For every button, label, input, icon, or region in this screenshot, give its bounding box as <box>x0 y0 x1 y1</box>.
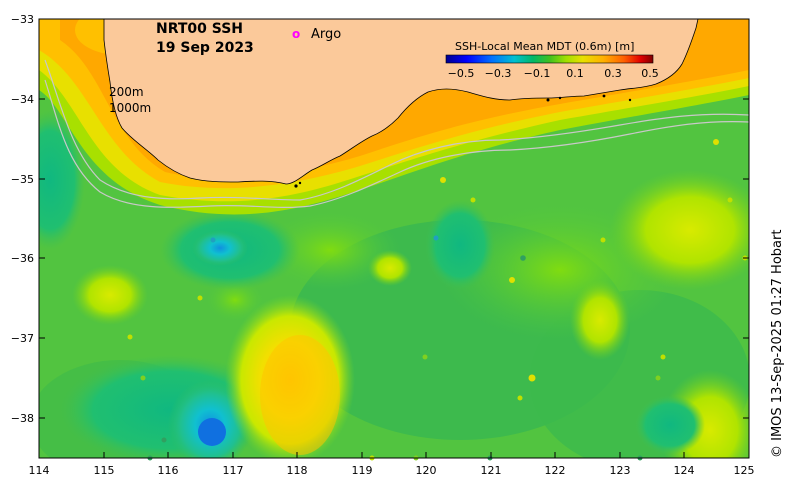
colorbar-tick: 0.3 <box>604 67 622 80</box>
argo-label: Argo <box>311 27 341 42</box>
x-tick-label: 115 <box>94 464 115 477</box>
credit-text: © IMOS 13-Sep-2025 01:27 Hobart <box>770 230 785 458</box>
colorbar-ramp <box>445 54 654 64</box>
colorbar-tick: 0.1 <box>566 67 584 80</box>
y-tick-label: −34 <box>11 93 34 106</box>
y-tick-label: −38 <box>11 412 34 425</box>
x-tick-label: 121 <box>481 464 502 477</box>
depth-label-1000m: 1000m <box>109 101 151 115</box>
x-tick-label: 116 <box>158 464 179 477</box>
colorbar-tick: −0.5 <box>448 67 475 80</box>
colorbar: SSH-Local Mean MDT (0.6m) [m] −0.5 −0.3 … <box>445 40 659 80</box>
x-tick-label: 122 <box>545 464 566 477</box>
y-axis: −33 −34 −35 −36 −37 −38 <box>11 13 749 425</box>
map-date: 19 Sep 2023 <box>156 40 254 56</box>
x-tick-label: 123 <box>610 464 631 477</box>
plot-frame <box>38 18 750 459</box>
x-tick-label: 117 <box>223 464 244 477</box>
map-title: NRT00 SSH <box>156 21 243 37</box>
y-tick-label: −35 <box>11 173 34 186</box>
colorbar-title: SSH-Local Mean MDT (0.6m) [m] <box>455 40 634 53</box>
x-axis: 114 115 116 117 118 119 120 121 122 123 … <box>29 452 755 477</box>
depth-label-200m: 200m <box>109 85 144 99</box>
argo-marker-icon: o <box>292 27 300 41</box>
x-tick-label: 120 <box>416 464 437 477</box>
x-tick-label: 118 <box>287 464 308 477</box>
y-tick-label: −33 <box>11 13 34 26</box>
x-tick-label: 125 <box>734 464 755 477</box>
x-tick-label: 124 <box>674 464 695 477</box>
contour-1000m <box>44 79 749 209</box>
x-tick-label: 114 <box>29 464 50 477</box>
colorbar-tick: −0.1 <box>524 67 551 80</box>
colorbar-tick: 0.5 <box>641 67 659 80</box>
contour-200m <box>44 59 749 201</box>
colorbar-tick: −0.3 <box>485 67 512 80</box>
y-tick-label: −36 <box>11 252 34 265</box>
ssh-field <box>39 19 749 458</box>
y-tick-label: −37 <box>11 332 34 345</box>
x-tick-label: 119 <box>352 464 373 477</box>
